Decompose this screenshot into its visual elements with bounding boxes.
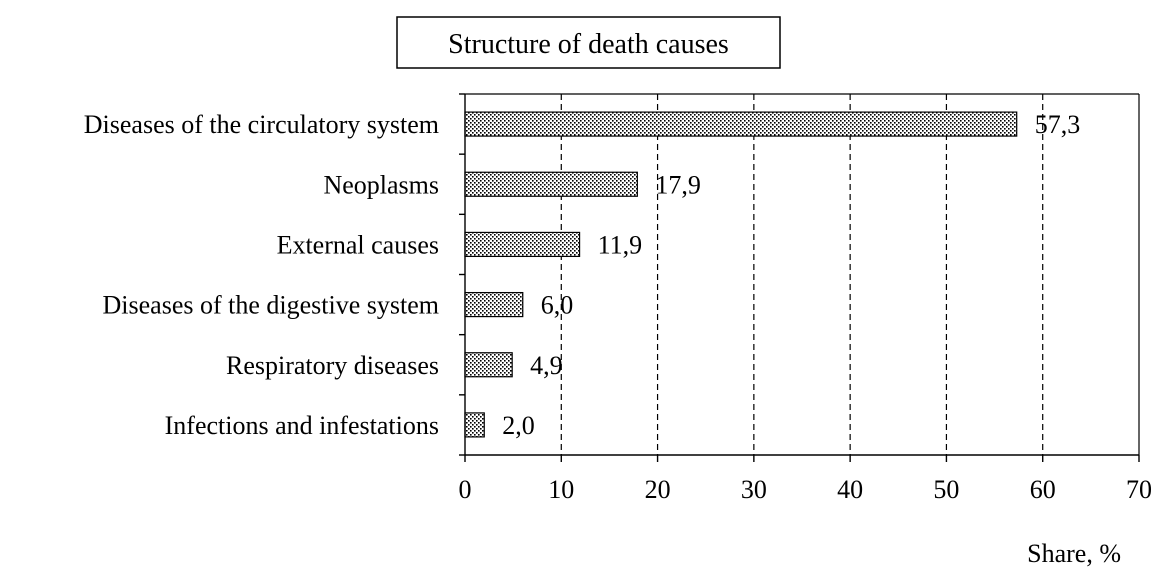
category-label: External causes xyxy=(277,230,439,259)
bar xyxy=(464,111,1018,137)
data-label: 11,9 xyxy=(598,230,643,259)
x-axis-label: Share, % xyxy=(1027,539,1121,568)
chart-title: Structure of death causes xyxy=(448,29,729,60)
x-tick-label: 20 xyxy=(645,475,671,504)
x-tick-label: 0 xyxy=(459,475,472,504)
x-tick-label: 30 xyxy=(741,475,767,504)
bars: 57,3 17,9 11,9 6,0 4,9 2,0 xyxy=(464,110,1081,440)
bar xyxy=(464,171,638,197)
bar xyxy=(464,352,513,378)
x-tick-label: 40 xyxy=(837,475,863,504)
category-label: Neoplasms xyxy=(323,170,439,199)
data-label: 57,3 xyxy=(1035,110,1081,139)
bar xyxy=(464,412,485,438)
data-label: 17,9 xyxy=(655,170,701,199)
category-label: Diseases of the digestive system xyxy=(103,291,440,320)
axes: Diseases of the circulatory system Neopla… xyxy=(84,93,1152,504)
category-label: Respiratory diseases xyxy=(226,351,439,380)
category-label: Infections and infestations xyxy=(165,411,439,440)
x-tick-label: 10 xyxy=(548,475,574,504)
x-tick-label: 50 xyxy=(933,475,959,504)
bar xyxy=(464,231,581,258)
category-label: Diseases of the circulatory system xyxy=(84,110,439,139)
grid xyxy=(465,93,1140,455)
title-box xyxy=(396,16,781,69)
data-label: 6,0 xyxy=(541,291,574,320)
bar xyxy=(464,291,524,318)
x-tick-label: 60 xyxy=(1030,475,1056,504)
x-tick-label: 70 xyxy=(1126,475,1152,504)
data-label: 2,0 xyxy=(502,411,535,440)
data-label: 4,9 xyxy=(530,351,563,380)
